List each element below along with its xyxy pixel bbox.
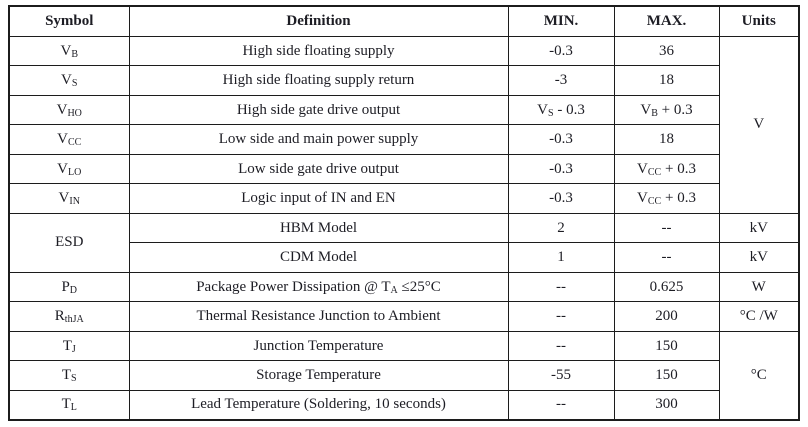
table-row-tl: TL Lead Temperature (Soldering, 10 secon… bbox=[8, 389, 799, 420]
table-row-vcc: VCC Low side and main power supply -0.3 … bbox=[8, 124, 799, 155]
min-cell: -- bbox=[507, 330, 615, 361]
units-cell-voltage: V bbox=[718, 35, 800, 214]
table-row-rthja: RthJA Thermal Resistance Junction to Amb… bbox=[8, 301, 800, 332]
symbol-cell: TL bbox=[8, 389, 130, 420]
table-row-vin: VIN Logic input of IN and EN -0.3 VCC + … bbox=[8, 183, 799, 214]
symbol-cell: VS bbox=[8, 65, 130, 96]
definition-cell: Lead Temperature (Soldering, 10 seconds) bbox=[128, 389, 509, 420]
min-cell: -- bbox=[507, 389, 615, 420]
table-row-esd-hbm: ESD HBM Model 2 -- kV bbox=[8, 212, 800, 273]
table-row-vho: VHO High side gate drive output VS - 0.3… bbox=[8, 94, 799, 125]
min-cell: -0.3 bbox=[507, 183, 615, 214]
min-cell: 2 bbox=[507, 212, 615, 243]
definition-cell: High side gate drive output bbox=[128, 94, 509, 125]
min-cell: -55 bbox=[507, 360, 615, 391]
table-row-tj: TJ Junction Temperature -- 150 °C bbox=[8, 330, 800, 420]
symbol-cell: VB bbox=[8, 35, 130, 66]
header-units: Units bbox=[718, 5, 800, 37]
max-cell: 18 bbox=[613, 65, 720, 96]
symbol-cell: RthJA bbox=[8, 301, 130, 332]
symbol-cell: VHO bbox=[8, 94, 130, 125]
symbol-cell-esd: ESD bbox=[8, 212, 130, 273]
min-cell: -- bbox=[507, 301, 615, 332]
units-cell-temperature: °C bbox=[718, 330, 800, 420]
header-row: Symbol Definition MIN. MAX. Units bbox=[8, 5, 800, 37]
table-row-vs: VS High side floating supply return -3 1… bbox=[8, 65, 799, 96]
symbol-cell: TS bbox=[8, 360, 130, 391]
header-definition: Definition bbox=[128, 5, 509, 37]
table-row-esd-cdm: CDM Model 1 -- kV bbox=[9, 242, 800, 273]
units-cell: kV bbox=[718, 212, 800, 243]
table-row-vb: VB High side floating supply -0.3 36 V bbox=[8, 35, 800, 214]
definition-cell: HBM Model bbox=[128, 212, 509, 243]
symbol-cell: VIN bbox=[8, 183, 130, 214]
table-row-pd: PD Package Power Dissipation @ TA ≤25°C … bbox=[8, 271, 800, 302]
max-cell: 150 bbox=[613, 330, 720, 361]
max-cell: VCC + 0.3 bbox=[613, 183, 720, 214]
symbol-cell: TJ bbox=[8, 330, 130, 361]
max-cell: -- bbox=[613, 212, 720, 243]
header-min: MIN. bbox=[507, 5, 615, 37]
definition-cell: Logic input of IN and EN bbox=[128, 183, 509, 214]
units-cell: kV bbox=[718, 242, 800, 273]
max-cell: 36 bbox=[613, 35, 720, 66]
min-cell: -0.3 bbox=[507, 153, 615, 184]
min-cell: -- bbox=[507, 271, 615, 302]
max-cell: VCC + 0.3 bbox=[613, 153, 720, 184]
absolute-maximum-ratings-table: Symbol Definition MIN. MAX. Units VB Hig… bbox=[8, 5, 800, 421]
table-row-vlo: VLO Low side gate drive output -0.3 VCC … bbox=[8, 153, 799, 184]
definition-cell: High side floating supply bbox=[128, 35, 509, 66]
definition-cell: Thermal Resistance Junction to Ambient bbox=[128, 301, 509, 332]
max-cell: 300 bbox=[613, 389, 720, 420]
min-cell: -0.3 bbox=[507, 35, 615, 66]
max-cell: 0.625 bbox=[613, 271, 720, 302]
max-cell: 150 bbox=[613, 360, 720, 391]
definition-cell: Low side and main power supply bbox=[128, 124, 509, 155]
symbol-cell: VLO bbox=[8, 153, 130, 184]
definition-cell: Low side gate drive output bbox=[128, 153, 509, 184]
min-cell: 1 bbox=[507, 242, 615, 273]
min-cell: -0.3 bbox=[507, 124, 615, 155]
header-max: MAX. bbox=[613, 5, 720, 37]
definition-cell: High side floating supply return bbox=[128, 65, 509, 96]
min-cell: -3 bbox=[507, 65, 615, 96]
max-cell: VB + 0.3 bbox=[613, 94, 720, 125]
definition-cell: Storage Temperature bbox=[128, 360, 509, 391]
units-cell: °C /W bbox=[718, 301, 800, 332]
header-symbol: Symbol bbox=[8, 5, 130, 37]
max-cell: -- bbox=[613, 242, 720, 273]
min-cell: VS - 0.3 bbox=[507, 94, 615, 125]
units-cell: W bbox=[718, 271, 800, 302]
symbol-cell: PD bbox=[8, 271, 130, 302]
max-cell: 200 bbox=[613, 301, 720, 332]
definition-cell: Package Power Dissipation @ TA ≤25°C bbox=[128, 271, 509, 302]
definition-cell: Junction Temperature bbox=[128, 330, 509, 361]
definition-cell: CDM Model bbox=[128, 242, 509, 273]
symbol-cell: VCC bbox=[8, 124, 130, 155]
max-cell: 18 bbox=[613, 124, 720, 155]
table-row-ts: TS Storage Temperature -55 150 bbox=[8, 360, 799, 391]
